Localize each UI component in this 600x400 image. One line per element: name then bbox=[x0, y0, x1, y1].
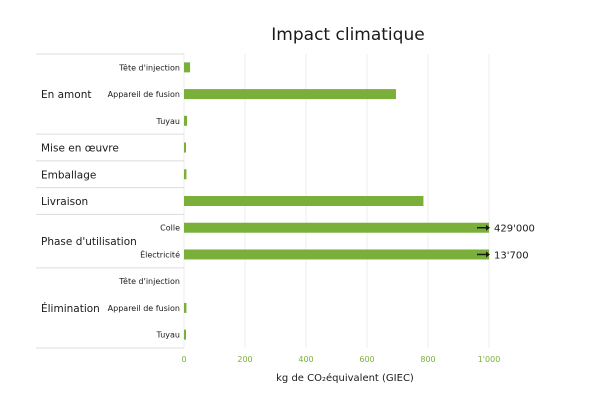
group-label: Emballage bbox=[41, 169, 96, 181]
x-tick-label: 800 bbox=[420, 355, 435, 364]
x-tick-label: 0 bbox=[181, 355, 186, 364]
x-tick-label: 600 bbox=[359, 355, 374, 364]
bar bbox=[184, 115, 188, 126]
group-label: Livraison bbox=[41, 196, 88, 208]
item-label: Tuyau bbox=[156, 117, 180, 126]
bar bbox=[184, 329, 186, 340]
item-label: Électricité bbox=[140, 248, 180, 259]
bar bbox=[184, 196, 424, 206]
group-label: Mise en œuvre bbox=[41, 143, 119, 155]
bar bbox=[184, 302, 187, 313]
value-annotation: 429'000 bbox=[494, 224, 535, 235]
bar bbox=[184, 249, 489, 260]
x-axis-label: kg de CO₂équivalent (GIEC) bbox=[276, 372, 414, 384]
value-annotation: 13'700 bbox=[494, 250, 529, 261]
bar bbox=[184, 89, 396, 100]
bar bbox=[184, 142, 186, 153]
overflow-arrowhead bbox=[486, 251, 490, 258]
bar bbox=[184, 169, 187, 180]
group-label: Élimination bbox=[41, 302, 100, 315]
group-label: Phase d'utilisation bbox=[41, 236, 137, 248]
item-label: Tête d'injection bbox=[118, 62, 180, 72]
overflow-arrowhead bbox=[486, 224, 490, 231]
x-tick-label: 400 bbox=[298, 355, 313, 364]
item-label: Appareil de fusion bbox=[108, 90, 180, 99]
item-label: Appareil de fusion bbox=[108, 304, 180, 313]
chart-title: Impact climatique bbox=[271, 25, 424, 45]
bar bbox=[184, 222, 489, 233]
item-label: Colle bbox=[160, 224, 180, 233]
x-tick-label: 200 bbox=[237, 355, 252, 364]
item-label: Tuyau bbox=[156, 331, 180, 340]
group-label: En amont bbox=[41, 89, 92, 101]
item-label: Tête d'injection bbox=[118, 276, 180, 286]
x-tick-label: 1'000 bbox=[478, 355, 501, 364]
bar bbox=[184, 62, 191, 73]
